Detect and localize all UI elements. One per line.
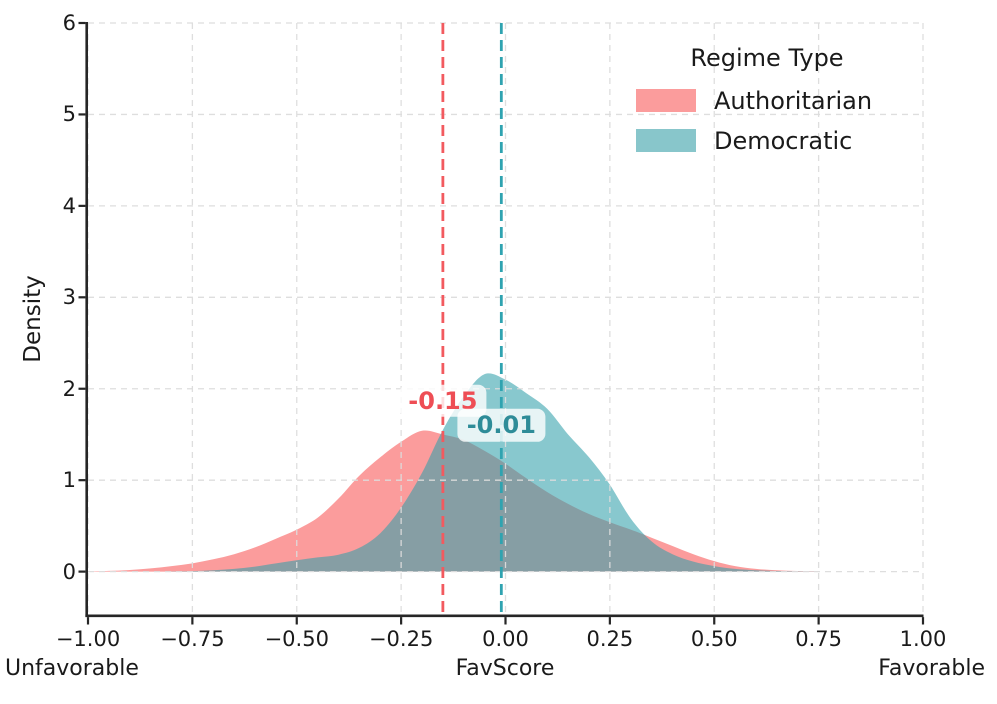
legend-entry-democratic: Democratic [636, 126, 898, 155]
x-tick-label: 1.00 [899, 627, 947, 651]
legend-title: Regime Type [690, 44, 844, 72]
x-axis-label: FavScore [455, 656, 555, 681]
y-tick-label: 3 [62, 285, 76, 310]
x-tick-label: 0.00 [482, 627, 529, 651]
x-tick-label: −1.00 [55, 627, 121, 651]
y-tick-label: 5 [62, 102, 76, 127]
legend-label: Authoritarian [714, 86, 873, 115]
x-tick-label: −0.75 [160, 627, 225, 651]
density-area-democratic [171, 373, 819, 572]
x-tick-label: 0.75 [795, 627, 843, 651]
y-tick-label: 6 [62, 11, 76, 35]
x-tick-label: 0.25 [586, 627, 634, 651]
x-tick-label: 0.50 [690, 627, 738, 651]
y-tick-label: 1 [62, 468, 76, 493]
x-tick-label: −0.25 [368, 627, 434, 651]
legend-swatch-icon [636, 89, 696, 112]
legend-swatch-icon [636, 129, 696, 152]
x-axis-caption-unfavorable: Unfavorable [5, 656, 139, 681]
legend: Regime Type Authoritarian Democratic [636, 44, 898, 155]
y-tick-label: 2 [62, 376, 76, 401]
y-tick-label: 0 [62, 559, 76, 584]
x-axis-caption-favorable: Favorable [878, 656, 985, 681]
legend-entries: Authoritarian Democratic [636, 86, 898, 155]
legend-label: Democratic [714, 126, 853, 155]
legend-entry-authoritarian: Authoritarian [636, 86, 898, 115]
x-tick-label: −0.50 [264, 627, 329, 651]
mean-annotation-democratic: -0.01 [457, 409, 545, 442]
y-tick-label: 4 [62, 193, 76, 218]
